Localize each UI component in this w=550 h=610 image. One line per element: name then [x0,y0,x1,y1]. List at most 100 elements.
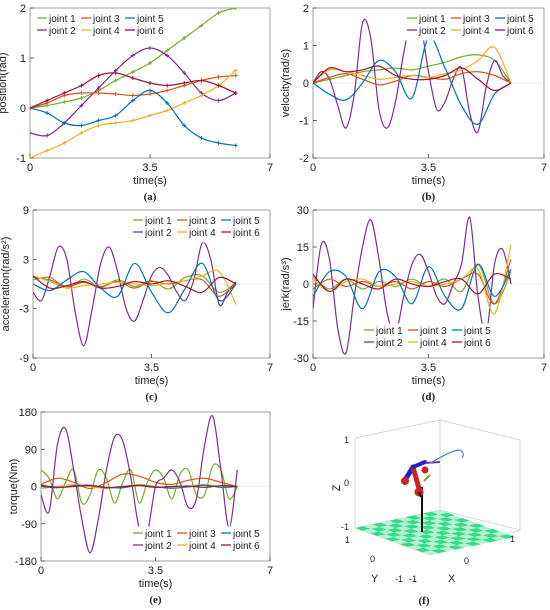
floor-tile [380,520,397,526]
floor-tile [490,536,507,541]
floor-tile [453,522,469,528]
x-tick-label: 0 [310,362,316,374]
floor-tile [443,528,460,534]
data-point [216,83,221,88]
data-point [233,73,238,78]
floor-tile [400,542,416,547]
data-point [199,136,204,140]
y-tick-label: -180 [15,556,37,568]
y-tick-label: -3 [19,304,29,316]
data-point [233,143,238,148]
data-point [130,98,135,103]
floor-tile [474,535,491,540]
data-point [113,121,118,125]
legend-box [403,11,543,41]
legend-entry: joint 5 [232,529,260,540]
legend-entry: joint 2 [48,26,76,37]
floor-tile [377,534,394,539]
data-point [182,101,187,105]
legend: joint 1 joint 3 joint 5 joint 2 joint 4 joint… [129,213,269,243]
legend-entry: joint 1 [418,14,446,25]
z-tick-3: -1 [341,522,349,532]
data-point [30,131,32,135]
legend-entry: joint 5 [506,14,534,25]
data-point [182,71,187,75]
data-point [216,11,221,15]
floor-tile [467,532,483,537]
x-tick-label: 3.5 [142,162,157,174]
y-tick-label: -9 [19,353,29,365]
floor-tile [437,521,453,527]
legend-box [129,526,269,556]
floor-tile [491,531,508,537]
floor-tile [475,530,492,536]
panel-label: (a) [144,191,157,203]
legend-entry: joint 2 [144,228,172,239]
floor-tile [442,533,459,538]
data-point [165,48,170,53]
legend-box [33,11,173,41]
legend-entry: joint 3 [188,529,216,540]
y-tick-label: 180 [19,407,37,419]
floor-tile [392,539,409,545]
checkerboard-floor [355,510,515,555]
y-axis-label: acceleration(rad/s²) [0,237,12,332]
legend: joint 1 joint 3 joint 5 joint 2 joint 4 joint… [33,11,173,41]
panel-label-f: (f) [419,595,430,607]
legend-entry: joint 4 [462,26,490,37]
x-axis-label: time(s) [135,375,169,387]
floor-tile [429,519,446,524]
floor-tile [444,524,461,529]
floor-tile [439,512,455,518]
data-point [96,91,101,95]
x-tick-label: 3.5 [421,162,436,174]
robot-3d-view: Z 1 0 -1 1 0 -1 -1 0 1 Y X (f) [331,419,521,607]
z-tick-2: 0 [344,478,349,488]
data-point [199,78,204,83]
floor-tile [355,526,371,531]
floor-tile [395,526,412,531]
x-tick-label: 0 [38,565,44,577]
y-tick-label: -90 [21,519,37,531]
data-point [182,36,187,40]
data-point [130,76,135,80]
floor-tile [459,529,476,535]
series-line-joint-6 [41,484,238,489]
floor-tile [417,538,433,544]
floor-tile [433,539,449,545]
data-point [79,123,84,128]
floor-tile [372,522,388,528]
series-line-joint-4 [313,244,512,315]
floor-tile [461,520,478,526]
floor-tile [401,537,417,543]
y-tick-label: 3 [23,254,29,266]
x-tick-label: 7 [541,362,547,374]
floor-tile [393,535,410,540]
data-point [165,108,170,113]
floor-tile [430,514,447,519]
x-tick-label: 0 [30,362,36,374]
data-point [79,131,84,135]
y-tick-label: 1 [303,41,309,53]
data-point [233,91,238,95]
y-tick-label: -1 [16,153,26,165]
panel-label: (b) [422,191,436,203]
x-axis-label: time(s) [133,175,167,187]
data-point [45,111,50,115]
y-tick-label: 2 [20,3,26,15]
chart-velocity: 0 3.5 7 -2 -1 0 1 2 time(s) velocity(rad/s) (b) joi… [280,3,547,203]
floor-tile [397,517,414,522]
legend-entry: joint 3 [92,14,120,25]
data-point [79,91,84,95]
legend: joint 1 joint 3 joint 5 joint 2 joint 4 joint… [360,323,500,353]
series-line-joint-5 [33,262,237,314]
floor-tile [388,523,404,528]
data-point [113,78,118,83]
x-axis-label: time(s) [139,578,173,590]
y-tick-label: 90 [25,444,37,456]
data-point [216,141,221,145]
robot-arm [401,460,441,532]
floor-tile [431,548,447,554]
